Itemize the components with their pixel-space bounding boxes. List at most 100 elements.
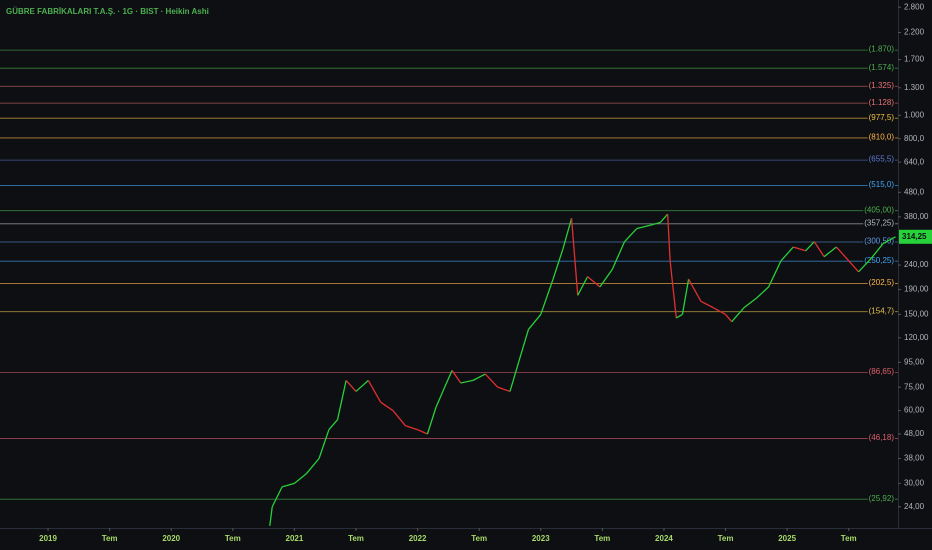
- price-segment: [688, 278, 702, 302]
- price-segment: [624, 228, 638, 243]
- price-segment: [306, 458, 320, 474]
- price-segment: [570, 218, 579, 296]
- y-tick-label: 2.800: [904, 2, 925, 11]
- price-segment: [780, 246, 794, 262]
- x-tick-label: Tem: [102, 534, 118, 543]
- x-tick-label: 2022: [409, 534, 427, 543]
- price-segment: [552, 248, 564, 280]
- price-segment: [755, 286, 770, 299]
- y-tick-label: 120,00: [904, 333, 929, 342]
- price-segment: [562, 218, 573, 250]
- y-tick-label: 1.700: [904, 55, 925, 64]
- y-tick-label: 190,00: [904, 285, 929, 294]
- price-segment: [725, 313, 733, 323]
- price-segment: [681, 278, 690, 315]
- level-label: (357,25): [864, 218, 894, 227]
- price-segment: [587, 276, 601, 288]
- price-segment: [460, 379, 474, 384]
- price-segment: [318, 429, 330, 459]
- price-segment: [417, 429, 428, 435]
- price-segment: [768, 260, 782, 288]
- x-tick-label: 2023: [532, 534, 550, 543]
- y-tick-label: 24,00: [904, 502, 925, 511]
- level-label: (1.128): [869, 98, 895, 107]
- y-tick-label: 480,0: [904, 187, 925, 196]
- y-tick-label: 2.200: [904, 28, 925, 37]
- y-tick-label: 48,00: [904, 429, 925, 438]
- price-segment: [669, 260, 677, 319]
- price-segment: [870, 243, 884, 260]
- price-segment: [743, 297, 757, 309]
- level-label: (405,00): [864, 205, 894, 214]
- x-tick-label: Tem: [225, 534, 241, 543]
- price-segment: [435, 386, 446, 408]
- price-segment: [336, 380, 347, 420]
- level-label: (810,0): [869, 133, 895, 142]
- x-tick-label: Tem: [594, 534, 610, 543]
- price-segment: [805, 241, 815, 252]
- price-segment: [345, 379, 357, 392]
- y-tick-label: 1.000: [904, 110, 925, 119]
- price-segment: [392, 410, 406, 427]
- price-segment: [355, 379, 369, 392]
- price-segment: [611, 241, 626, 270]
- price-segment: [712, 307, 726, 315]
- price-segment: [835, 246, 850, 262]
- x-tick-label: 2019: [39, 534, 57, 543]
- price-segment: [328, 419, 339, 431]
- price-segment: [444, 370, 453, 388]
- price-segment: [793, 246, 806, 252]
- price-segment: [451, 370, 462, 384]
- level-label: (202,5): [869, 278, 895, 287]
- y-tick-label: 75,00: [904, 382, 925, 391]
- price-segment: [675, 313, 683, 319]
- price-segment: [577, 276, 589, 296]
- level-label: (154,7): [869, 306, 895, 315]
- price-segment: [271, 486, 283, 508]
- level-label: (1.574): [869, 63, 895, 72]
- price-segment: [293, 472, 308, 484]
- y-tick-label: 240,00: [904, 260, 929, 269]
- x-tick-label: Tem: [471, 534, 487, 543]
- price-segment: [540, 278, 554, 315]
- level-label: (977,5): [869, 113, 895, 122]
- price-segment: [636, 224, 650, 230]
- x-tick-label: Tem: [841, 534, 857, 543]
- level-label: (250,25): [864, 256, 894, 265]
- price-segment: [472, 373, 486, 381]
- y-tick-label: 30,00: [904, 478, 925, 487]
- y-tick-label: 150,00: [904, 310, 929, 319]
- price-segment: [858, 258, 872, 273]
- x-tick-label: Tem: [718, 534, 734, 543]
- x-tick-label: Tem: [348, 534, 364, 543]
- x-tick-label: 2025: [778, 534, 796, 543]
- level-label: (300,50): [864, 237, 894, 246]
- price-segment: [731, 307, 745, 323]
- y-tick-label: 95,00: [904, 357, 925, 366]
- price-segment: [823, 246, 837, 258]
- chart-title: GÜBRE FABRİKALARI T.A.Ş. · 1G · BIST · H…: [6, 7, 209, 16]
- y-tick-label: 380,00: [904, 212, 929, 221]
- price-segment: [599, 269, 613, 288]
- price-segment: [484, 373, 499, 388]
- last-price-label: 314,25: [902, 232, 927, 241]
- level-label: (46,18): [869, 433, 895, 442]
- price-segment: [509, 362, 520, 392]
- level-label: (515,0): [869, 180, 895, 189]
- price-segment: [813, 241, 825, 258]
- price-segment: [517, 329, 530, 363]
- price-segment: [700, 300, 714, 309]
- price-segment: [882, 236, 896, 244]
- price-segment: [367, 380, 382, 403]
- price-segment: [497, 386, 511, 393]
- level-label: (86,65): [869, 367, 895, 376]
- price-segment: [380, 401, 394, 412]
- x-tick-label: 2021: [286, 534, 304, 543]
- level-label: (655,5): [869, 155, 895, 164]
- price-segment: [649, 221, 661, 227]
- price-segment: [527, 313, 542, 330]
- price-segment: [666, 214, 671, 261]
- price-segment: [281, 482, 295, 488]
